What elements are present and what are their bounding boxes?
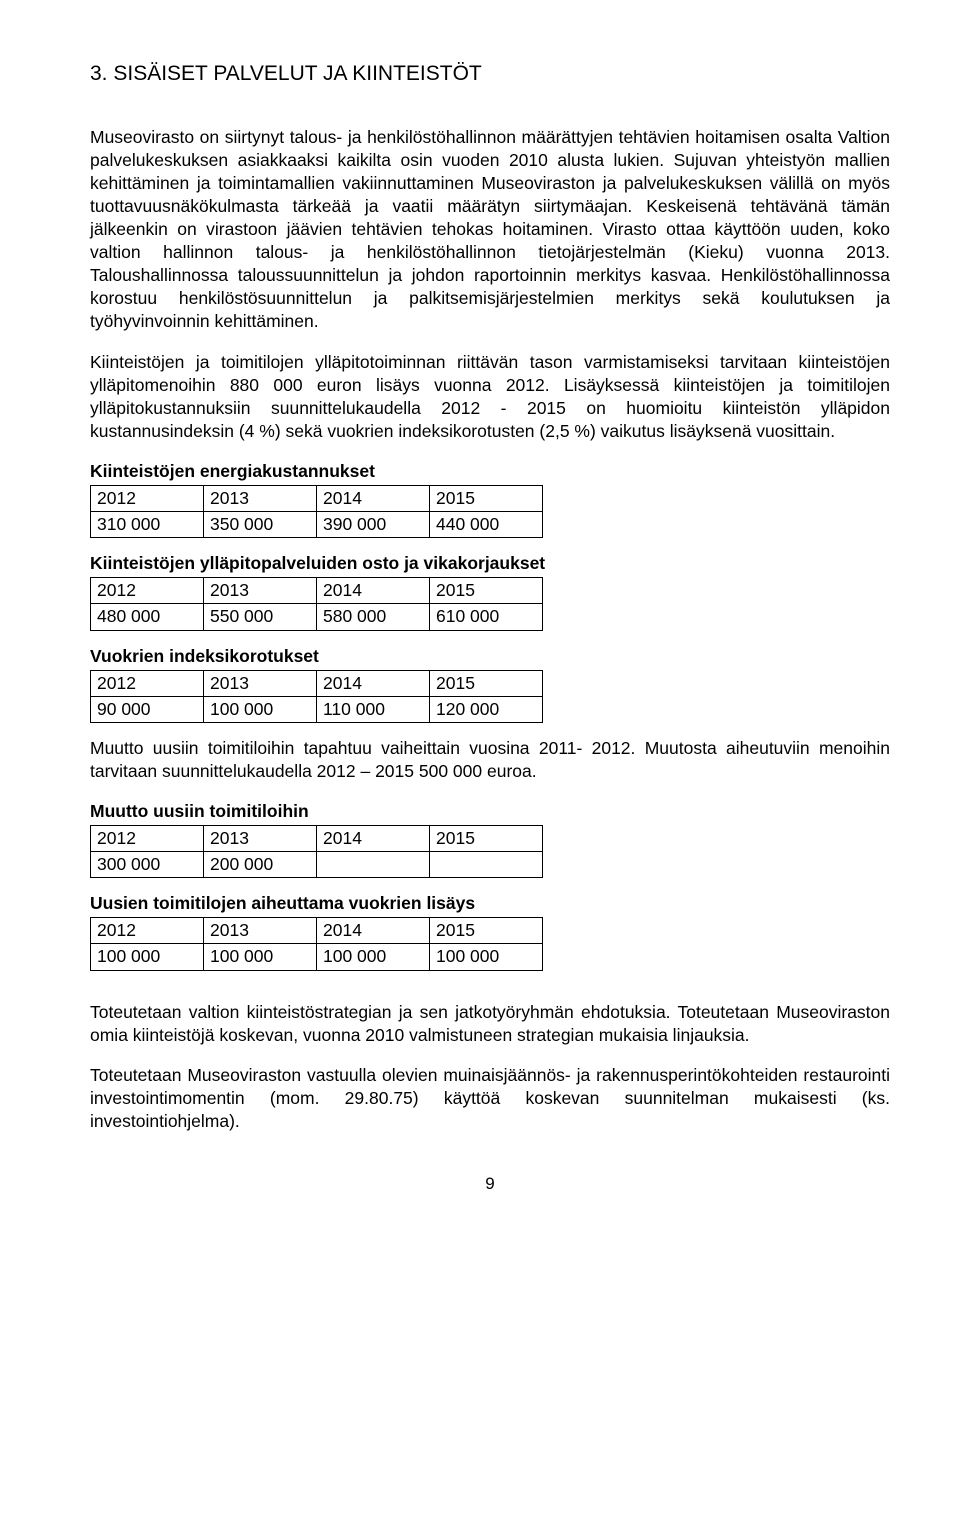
- table-row: 2012 2013 2014 2015: [91, 486, 543, 512]
- table-cell: 110 000: [317, 696, 430, 722]
- table-row: 310 000 350 000 390 000 440 000: [91, 512, 543, 538]
- paragraph-costs: Kiinteistöjen ja toimitilojen ylläpitoto…: [90, 351, 890, 443]
- page-number: 9: [90, 1173, 890, 1195]
- table-row: 2012 2013 2014 2015: [91, 826, 543, 852]
- table-energy: 2012 2013 2014 2015 310 000 350 000 390 …: [90, 485, 543, 538]
- table-cell: 2014: [317, 918, 430, 944]
- table-rent-index: 2012 2013 2014 2015 90 000 100 000 110 0…: [90, 670, 543, 723]
- table-label-energy: Kiinteistöjen energiakustannukset: [90, 460, 890, 483]
- table-cell: [430, 852, 543, 878]
- table-cell: 2013: [204, 826, 317, 852]
- table-cell: 100 000: [204, 696, 317, 722]
- table-cell: 100 000: [430, 944, 543, 970]
- table-cell: 2013: [204, 918, 317, 944]
- table-cell: 550 000: [204, 604, 317, 630]
- table-row: 100 000 100 000 100 000 100 000: [91, 944, 543, 970]
- table-row: 2012 2013 2014 2015: [91, 918, 543, 944]
- table-row: 480 000 550 000 580 000 610 000: [91, 604, 543, 630]
- table-row: 2012 2013 2014 2015: [91, 578, 543, 604]
- table-label-rent-index: Vuokrien indeksikorotukset: [90, 645, 890, 668]
- table-cell: 310 000: [91, 512, 204, 538]
- table-cell: 100 000: [91, 944, 204, 970]
- table-cell: 200 000: [204, 852, 317, 878]
- table-row: 2012 2013 2014 2015: [91, 670, 543, 696]
- table-cell: 2014: [317, 826, 430, 852]
- table-cell: 480 000: [91, 604, 204, 630]
- table-cell: 2015: [430, 670, 543, 696]
- table-cell: 100 000: [204, 944, 317, 970]
- table-label-new-rent: Uusien toimitilojen aiheuttama vuokrien …: [90, 892, 890, 915]
- table-row: 90 000 100 000 110 000 120 000: [91, 696, 543, 722]
- table-cell: [317, 852, 430, 878]
- table-cell: 2012: [91, 670, 204, 696]
- table-cell: 300 000: [91, 852, 204, 878]
- section-heading: 3. SISÄISET PALVELUT JA KIINTEISTÖT: [90, 60, 890, 88]
- table-cell: 350 000: [204, 512, 317, 538]
- table-cell: 2015: [430, 826, 543, 852]
- table-cell: 2014: [317, 670, 430, 696]
- paragraph-restoration: Toteutetaan Museoviraston vastuulla olev…: [90, 1064, 890, 1133]
- table-cell: 2015: [430, 918, 543, 944]
- table-cell: 2012: [91, 578, 204, 604]
- table-cell: 2013: [204, 486, 317, 512]
- table-cell: 2014: [317, 486, 430, 512]
- table-row: 300 000 200 000: [91, 852, 543, 878]
- table-cell: 2012: [91, 918, 204, 944]
- table-cell: 2015: [430, 486, 543, 512]
- table-move: 2012 2013 2014 2015 300 000 200 000: [90, 825, 543, 878]
- table-cell: 2013: [204, 578, 317, 604]
- table-cell: 390 000: [317, 512, 430, 538]
- table-new-rent: 2012 2013 2014 2015 100 000 100 000 100 …: [90, 917, 543, 970]
- table-label-move: Muutto uusiin toimitiloihin: [90, 800, 890, 823]
- table-label-maintenance: Kiinteistöjen ylläpitopalveluiden osto j…: [90, 552, 890, 575]
- table-cell: 580 000: [317, 604, 430, 630]
- table-cell: 440 000: [430, 512, 543, 538]
- table-cell: 2014: [317, 578, 430, 604]
- paragraph-strategy: Toteutetaan valtion kiinteistöstrategian…: [90, 1001, 890, 1047]
- paragraph-move: Muutto uusiin toimitiloihin tapahtuu vai…: [90, 737, 890, 783]
- table-cell: 2015: [430, 578, 543, 604]
- table-cell: 120 000: [430, 696, 543, 722]
- table-maintenance: 2012 2013 2014 2015 480 000 550 000 580 …: [90, 577, 543, 630]
- table-cell: 610 000: [430, 604, 543, 630]
- table-cell: 2012: [91, 486, 204, 512]
- table-cell: 2012: [91, 826, 204, 852]
- table-cell: 90 000: [91, 696, 204, 722]
- table-cell: 2013: [204, 670, 317, 696]
- paragraph-intro: Museovirasto on siirtynyt talous- ja hen…: [90, 126, 890, 334]
- table-cell: 100 000: [317, 944, 430, 970]
